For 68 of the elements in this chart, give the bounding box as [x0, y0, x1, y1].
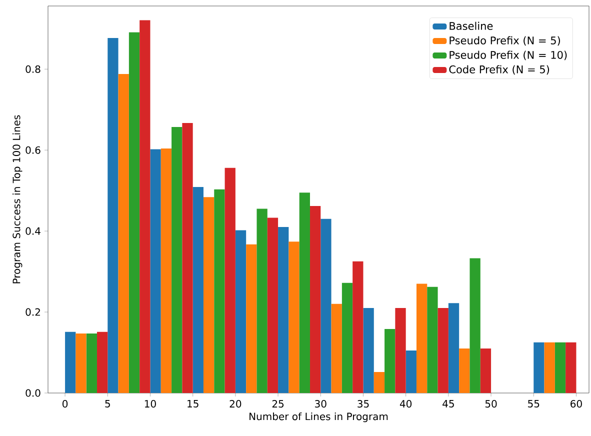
- x-tick-label: 20: [230, 400, 242, 408]
- y-tick-label: 0.2: [26, 308, 40, 316]
- bar: [544, 342, 555, 393]
- bar: [384, 329, 396, 393]
- bar: [140, 20, 150, 393]
- bar: [65, 332, 76, 393]
- bar: [214, 189, 225, 393]
- bar: [342, 282, 353, 393]
- bar: [203, 197, 214, 393]
- y-tick-label: 0.0: [26, 389, 40, 397]
- bar: [566, 342, 576, 393]
- bar: [246, 244, 257, 393]
- bar: [459, 348, 470, 393]
- bar: [374, 372, 385, 393]
- bar: [299, 192, 310, 393]
- bar: [182, 122, 193, 393]
- bar: [406, 350, 416, 393]
- x-tick-label: 40: [400, 400, 412, 408]
- x-tick-label: 55: [528, 400, 540, 408]
- x-axis-title: Number of Lines in Program: [250, 412, 388, 422]
- legend-label: Baseline: [450, 22, 493, 30]
- x-tick-label: 45: [442, 400, 454, 408]
- x-tick-label: 30: [315, 400, 326, 408]
- bar: [448, 303, 460, 393]
- bar: [438, 308, 448, 393]
- bar: [128, 32, 140, 393]
- legend-label: Pseudo Prefix (N = 10): [450, 50, 567, 60]
- x-tick-label: 50: [485, 400, 497, 408]
- bar: [363, 308, 374, 393]
- bar: [310, 206, 321, 393]
- bar: [224, 168, 236, 393]
- x-tick-label: 35: [358, 400, 369, 408]
- bar: [331, 304, 342, 393]
- y-tick-label: 0.4: [26, 227, 40, 235]
- y-axis-title: Program Success in Top 100 Lines: [12, 115, 22, 284]
- bar: [267, 218, 278, 393]
- bar: [256, 208, 268, 393]
- bar: [86, 333, 97, 393]
- bar: [235, 230, 246, 393]
- x-tick-label: 15: [188, 400, 198, 408]
- bar: [150, 149, 161, 393]
- bar: [320, 218, 332, 393]
- bar: [76, 333, 86, 393]
- bar: [554, 342, 566, 393]
- bar: [416, 284, 428, 393]
- legend-label: Pseudo Prefix (N = 5): [450, 36, 560, 46]
- bar: [470, 258, 480, 393]
- bar: [427, 286, 438, 393]
- x-tick-label: 10: [144, 400, 156, 408]
- bar: [160, 148, 172, 393]
- bar: [108, 38, 118, 393]
- y-tick-label: 0.8: [26, 65, 40, 73]
- bar: [480, 348, 492, 393]
- bar: [534, 342, 544, 393]
- bar: [118, 74, 129, 393]
- bar: [96, 332, 108, 393]
- bar: [192, 186, 204, 393]
- x-tick-label: 0: [62, 400, 68, 408]
- bar: [352, 261, 364, 393]
- bar: [395, 308, 406, 393]
- bar: [172, 127, 182, 393]
- bar: [278, 227, 289, 393]
- x-tick-label: 25: [272, 400, 284, 408]
- y-tick-label: 0.6: [26, 146, 40, 154]
- legend-label: Code Prefix (N = 5): [449, 65, 550, 75]
- bar: [288, 242, 300, 393]
- x-tick-label: 5: [105, 400, 110, 408]
- x-tick-label: 60: [570, 400, 582, 408]
